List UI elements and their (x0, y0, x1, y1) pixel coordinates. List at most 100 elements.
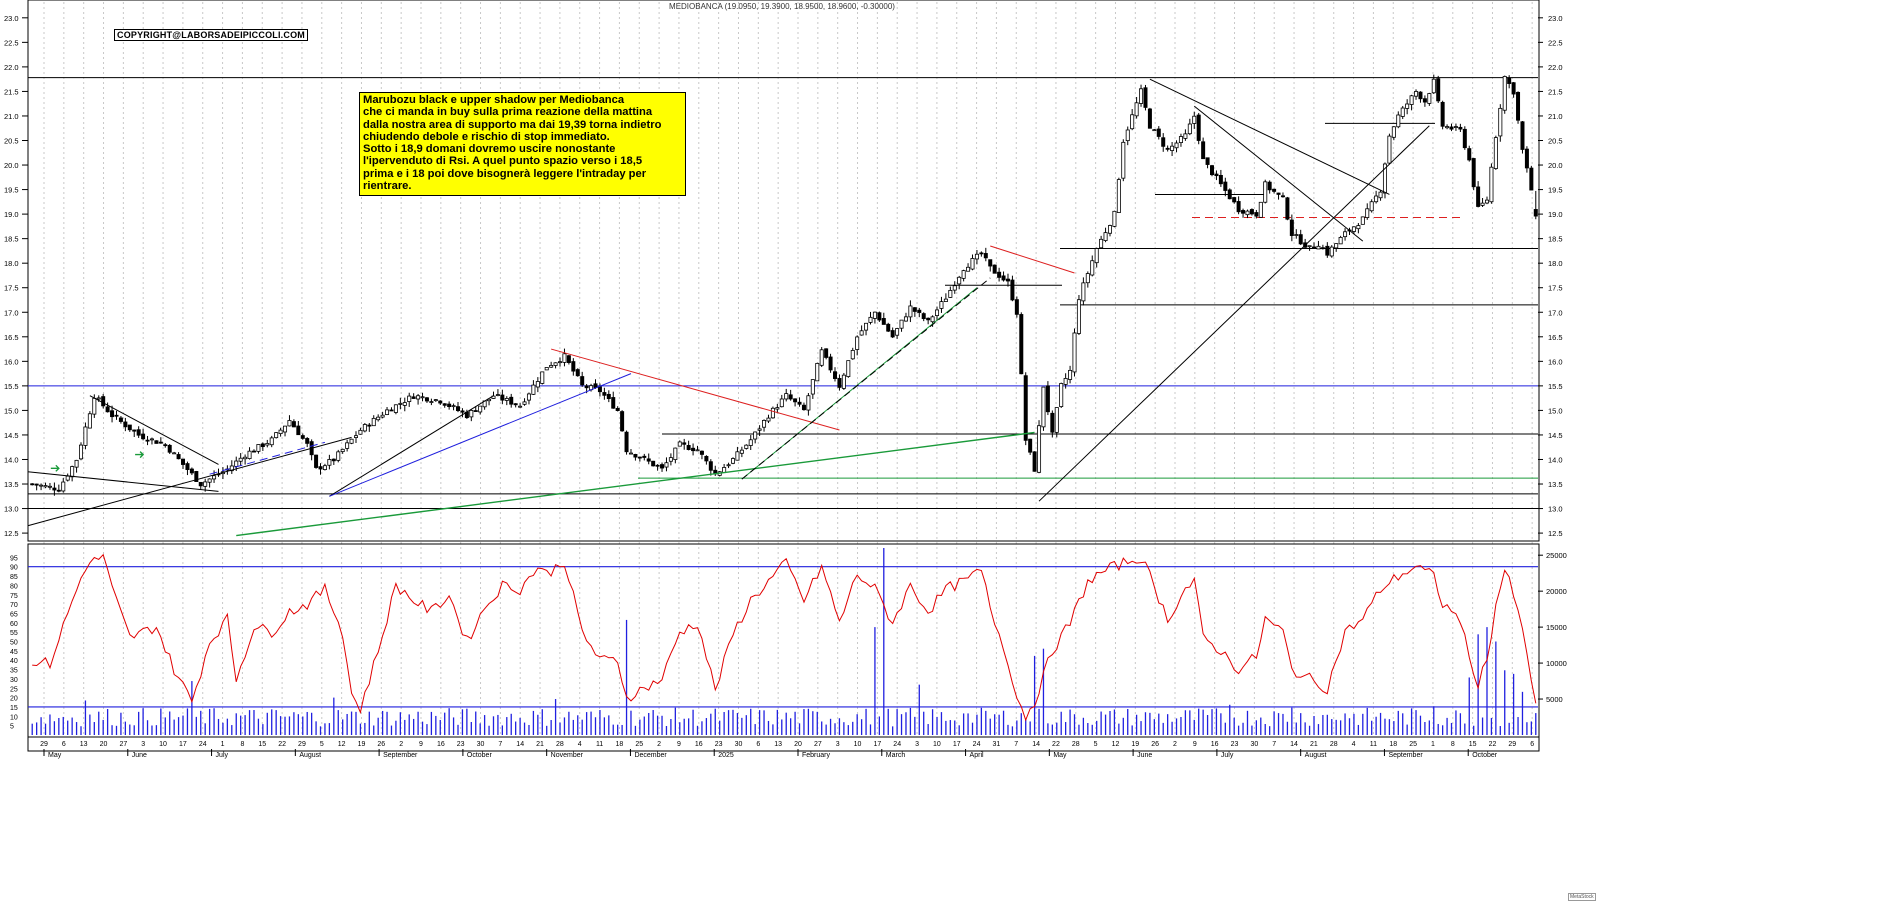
analysis-note: Marubozu black e upper shadow per Mediob… (359, 92, 686, 196)
candle-body (855, 336, 860, 350)
candle-body (899, 319, 904, 329)
candle-body (744, 444, 749, 449)
price-tick-label-left: 17.5 (4, 284, 19, 293)
candle-body (1529, 167, 1534, 191)
candle-body (1356, 225, 1361, 230)
candle-body (966, 266, 971, 272)
candle-body (353, 435, 358, 438)
candle-body (558, 361, 563, 364)
candle-body (1028, 438, 1033, 453)
volume-tick-label: 20000 (1546, 587, 1567, 596)
candle-body (305, 438, 310, 444)
candle-body (970, 258, 975, 270)
x-month-label: June (132, 752, 147, 759)
candle-body (784, 393, 789, 400)
price-tick-label: 20.5 (1548, 137, 1563, 146)
candle-body (877, 312, 882, 321)
candle-body (376, 416, 381, 421)
candle-body (1476, 186, 1481, 207)
candle-body (158, 441, 163, 444)
candle-body (735, 451, 740, 461)
candle-body (1294, 234, 1299, 236)
candle-body (1107, 225, 1112, 234)
candle-body (500, 394, 505, 401)
candle-body (549, 364, 554, 368)
candle-body (1232, 197, 1237, 203)
candle-body (1178, 136, 1183, 143)
vertical-gridlines (43, 2, 1533, 736)
red-trendline-mar (990, 245, 1075, 274)
candle-body (322, 465, 327, 470)
chart-title: MEDIOBANCA (19.0950, 19.3900, 18.9500, 1… (669, 2, 895, 11)
candle-body (101, 396, 106, 407)
price-tick-label: 16.0 (1548, 357, 1563, 366)
candle-body (779, 398, 784, 408)
candle-body (810, 379, 815, 395)
candle-body (1156, 128, 1161, 137)
candle-body (243, 456, 248, 460)
green-arrow-marker (135, 451, 145, 459)
x-day-tick-label: 3 (915, 741, 919, 748)
x-day-tick-label: 23 (715, 741, 723, 748)
candle-body (1458, 126, 1463, 130)
rsi-tick-label: 10 (10, 714, 18, 721)
candle-body (203, 481, 208, 487)
candle-body (1289, 219, 1294, 236)
x-day-tick-label: 17 (179, 741, 187, 748)
trendline-may-july (1149, 78, 1390, 195)
x-month-label: November (551, 752, 584, 759)
candle-body (846, 360, 851, 377)
price-tick-label: 19.5 (1548, 186, 1563, 195)
candle-body (1019, 314, 1024, 375)
candle-body (1147, 108, 1152, 129)
candle-body (331, 458, 336, 462)
candle-body (1187, 123, 1192, 135)
x-day-tick-label: 27 (119, 741, 127, 748)
price-tick-label-left: 15.5 (4, 382, 19, 391)
candle-body (686, 445, 691, 450)
candle-body (256, 444, 261, 452)
candle-body (943, 298, 948, 302)
x-day-tick-label: 1 (221, 741, 225, 748)
candle-body (620, 411, 625, 432)
candle-body (708, 461, 713, 471)
price-tick-label: 17.0 (1548, 308, 1563, 317)
x-day-tick-label: 5 (1094, 741, 1098, 748)
candle-body (597, 386, 602, 393)
x-day-tick-label: 24 (199, 741, 207, 748)
candle-body (1467, 148, 1472, 161)
rsi-tick-label: 20 (10, 696, 18, 703)
candle-body (1161, 137, 1166, 147)
candle-body (1272, 188, 1277, 192)
candle-body (318, 466, 323, 470)
x-day-tick-label: 24 (893, 741, 901, 748)
candle-body (52, 487, 57, 491)
rsi-tick-label: 85 (10, 574, 18, 581)
candle-body (1502, 76, 1507, 111)
candle-body (1254, 212, 1259, 217)
candle-body (172, 452, 177, 455)
candle-body (61, 481, 66, 492)
candle-body (850, 350, 855, 360)
x-day-tick-label: 18 (616, 741, 624, 748)
rsi-series (32, 553, 1537, 722)
price-tick-label-left: 22.0 (4, 63, 19, 72)
candle-body (1316, 245, 1321, 250)
price-tick-label: 19.0 (1548, 210, 1563, 219)
x-day-tick-label: 2 (399, 741, 403, 748)
candle-body (70, 466, 75, 478)
green-long-trendline (236, 431, 1035, 537)
rsi-tick-label: 5 (10, 724, 14, 731)
candle-body (757, 428, 762, 431)
x-day-tick-label: 7 (498, 741, 502, 748)
price-tick-label-left: 20.0 (4, 161, 19, 170)
candle-body (864, 322, 869, 331)
candle-body (132, 429, 137, 432)
candle-body (1436, 78, 1441, 102)
candle-body (1205, 157, 1210, 165)
candle-body (473, 410, 478, 412)
candle-body (1090, 260, 1095, 276)
candle-body (167, 444, 172, 453)
x-month-label: September (1388, 752, 1423, 759)
x-day-tick-label: 23 (457, 741, 465, 748)
